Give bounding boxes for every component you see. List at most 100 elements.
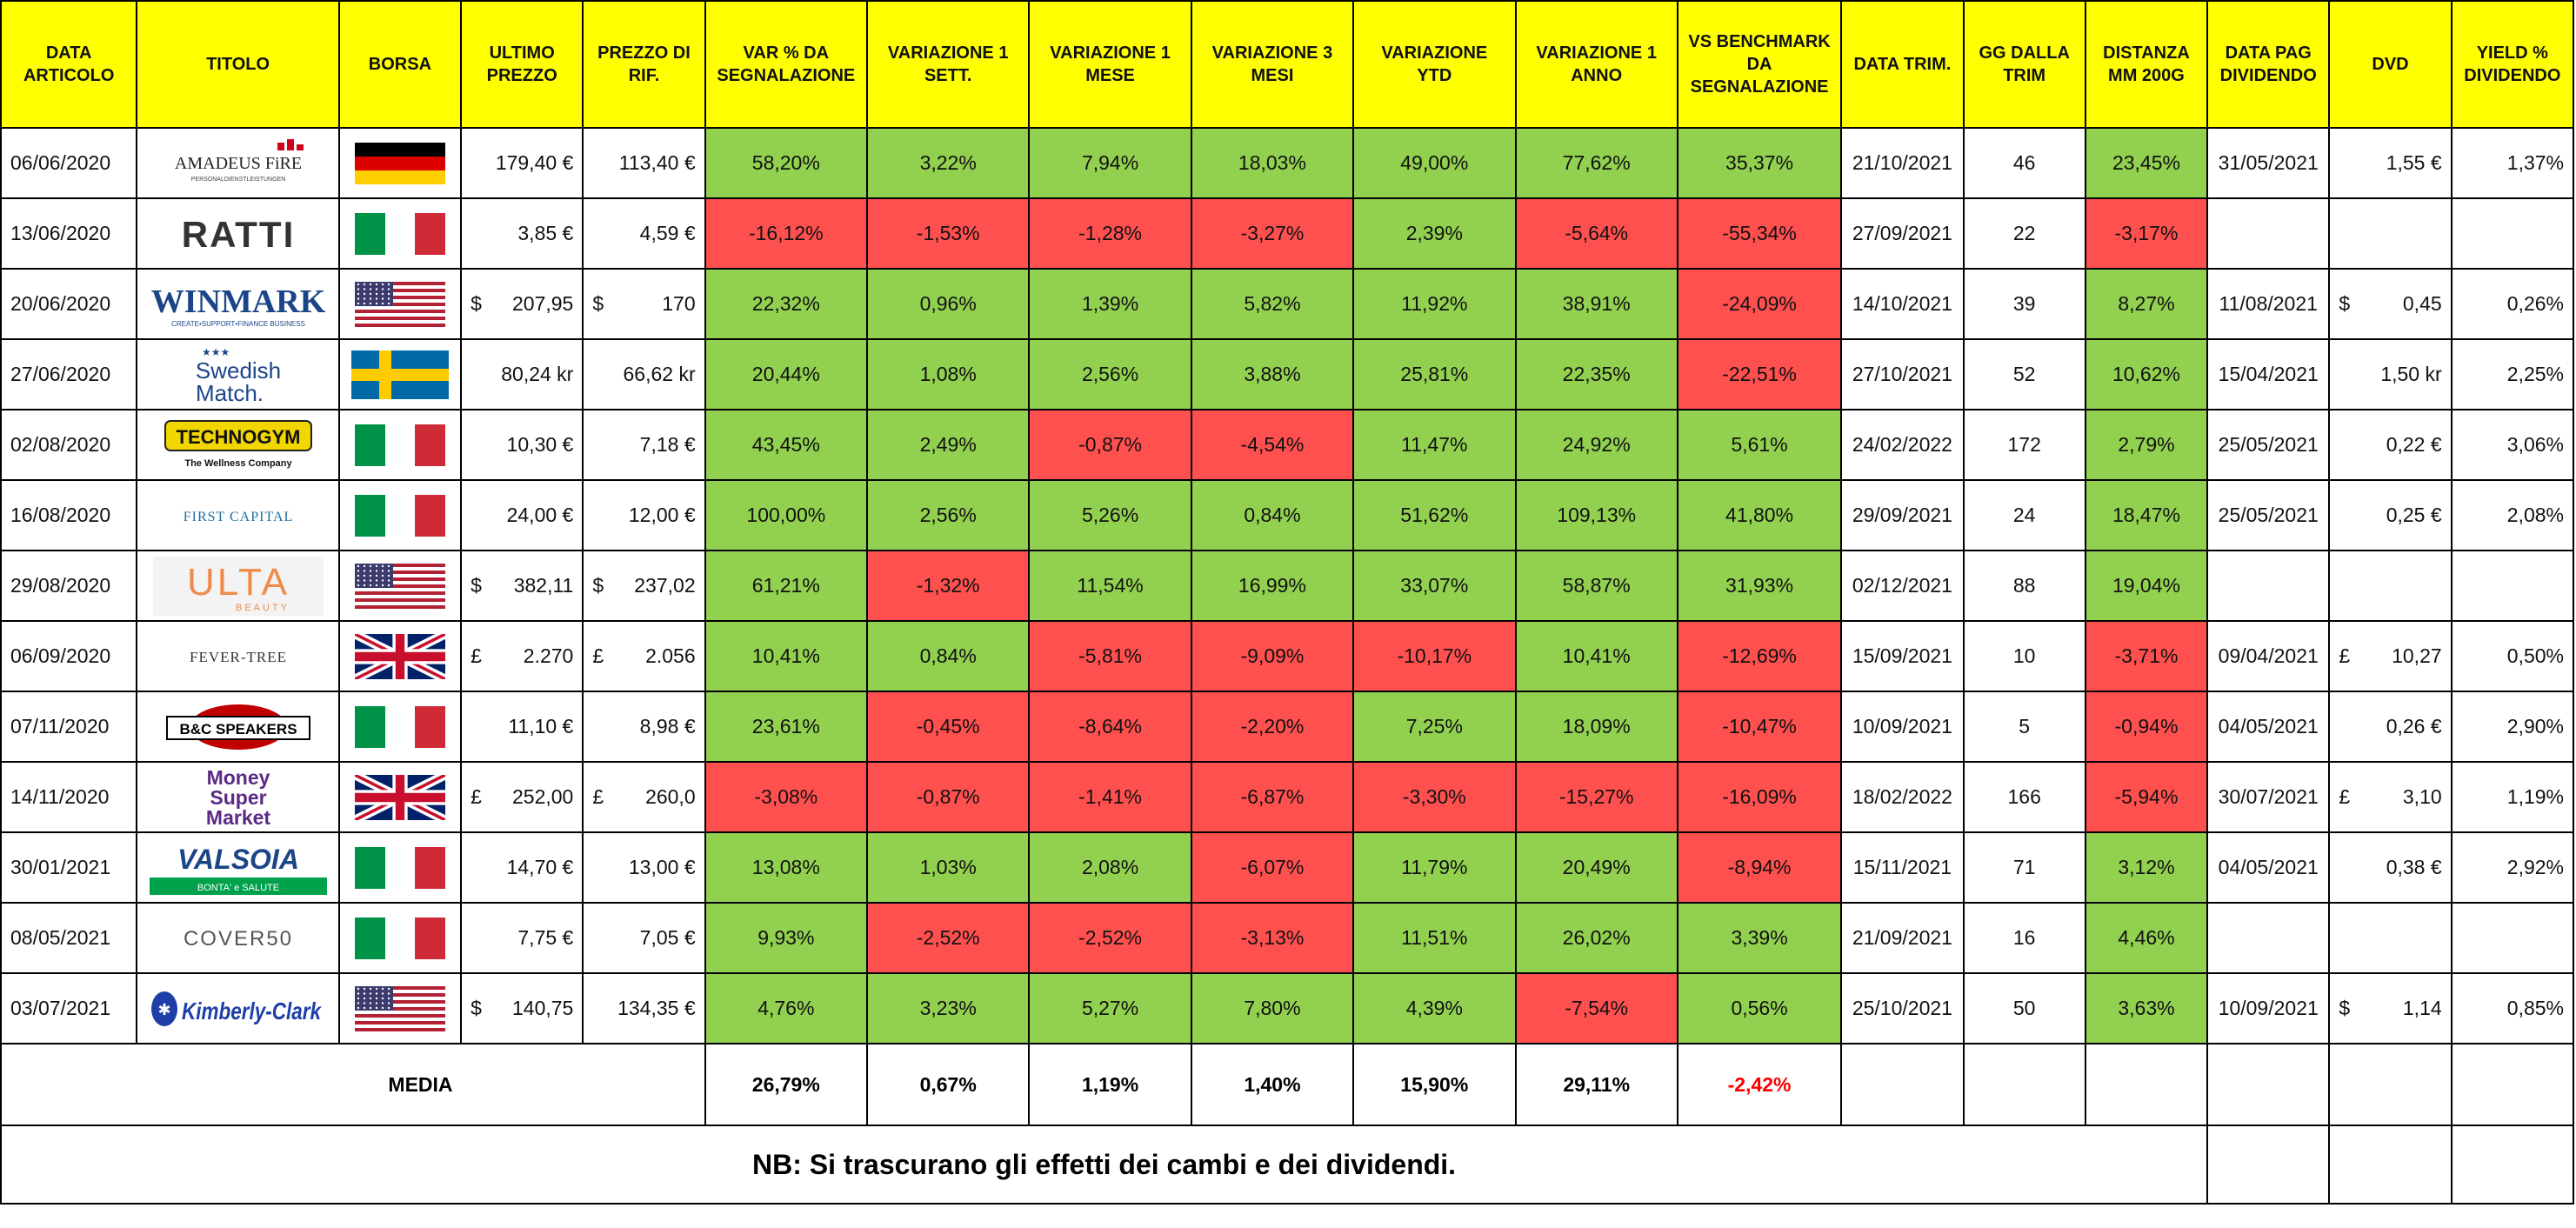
var-since-signal: 9,93% <box>704 902 869 974</box>
header-ref-price: PREZZO DI RIF. <box>582 0 706 129</box>
change-3m: -9,09% <box>1190 620 1355 692</box>
currency-symbol: £ <box>2339 644 2351 667</box>
var-since-signal: 13,08% <box>704 831 869 904</box>
technogym-logo: TECHNOGYM The Wellness Company <box>146 417 329 473</box>
quarter-date: 21/09/2021 <box>1840 902 1965 974</box>
change-ytd: 25,81% <box>1352 338 1517 410</box>
days-since-quarter: 50 <box>1962 972 2086 1044</box>
svg-text:B&C SPEAKERS: B&C SPEAKERS <box>179 721 297 737</box>
days-since-quarter: 71 <box>1962 831 2086 904</box>
dividend-date: 15/04/2021 <box>2206 338 2331 410</box>
ref-price: £2.056 <box>582 620 706 692</box>
media-empty-cell <box>2328 1043 2453 1126</box>
quarter-date: 27/10/2021 <box>1840 338 1965 410</box>
dividend-date: 11/08/2021 <box>2206 268 2331 340</box>
quarter-date: 02/12/2021 <box>1840 550 1965 622</box>
ref-price-wrap: £2.056 <box>592 644 695 668</box>
amount: 10,27 <box>2392 644 2442 667</box>
quarter-date: 18/02/2022 <box>1840 761 1965 833</box>
italy-flag <box>349 705 451 748</box>
quarter-date: 25/10/2021 <box>1840 972 1965 1044</box>
table-row: 27/06/2020 ★★★ Swedish Match. 80,24 kr 66,62 … <box>0 338 2575 410</box>
vs-benchmark: 35,37% <box>1676 127 1843 199</box>
currency-symbol: £ <box>470 785 482 808</box>
dividend-yield: 0,50% <box>2450 620 2575 692</box>
amount: 170 <box>662 292 696 315</box>
quarter-date: 27/09/2021 <box>1840 197 1965 270</box>
currency-symbol: £ <box>592 644 604 667</box>
exchange-cell <box>337 761 463 833</box>
italy-flag <box>349 424 451 466</box>
change-1m: 7,94% <box>1028 127 1192 199</box>
vs-benchmark: -8,94% <box>1676 831 1843 904</box>
header-yield: YIELD % DIVIDENDO <box>2450 0 2575 129</box>
change-1m: 2,56% <box>1028 338 1192 410</box>
change-3m: 0,84% <box>1190 479 1355 551</box>
ref-price: 66,62 kr <box>582 338 706 410</box>
amount: 382,11 <box>513 574 574 597</box>
exchange-cell <box>337 902 463 974</box>
last-price: 7,75 € <box>460 902 584 974</box>
quarter-date: 24/02/2022 <box>1840 409 1965 481</box>
change-1w: 2,56% <box>865 479 1031 551</box>
mm200-distance: -0,94% <box>2084 691 2209 763</box>
vs-benchmark: -10,47% <box>1676 691 1843 763</box>
dividend-date: 25/05/2021 <box>2206 409 2331 481</box>
days-since-quarter: 52 <box>1962 338 2086 410</box>
company-logo-cell: ULTA BEAUTY <box>136 550 340 622</box>
last-price: $207,95 <box>460 268 584 340</box>
svg-text:RATTI: RATTI <box>181 214 295 255</box>
last-price: 3,85 € <box>460 197 584 270</box>
currency-symbol: $ <box>470 574 482 597</box>
dividend-amount: £10,27 <box>2328 620 2453 692</box>
dividend-amount <box>2328 902 2453 974</box>
amount: 1,14 <box>2402 997 2442 1019</box>
days-since-quarter: 172 <box>1962 409 2086 481</box>
fever-tree-logo: FEVER-TREE <box>146 639 329 674</box>
ref-price-wrap: $170 <box>592 292 695 316</box>
change-1y: 20,49% <box>1514 831 1678 904</box>
var-since-signal: 58,20% <box>704 127 869 199</box>
days-since-quarter: 5 <box>1962 691 2086 763</box>
ulta-beauty-logo: ULTA BEAUTY <box>146 555 329 617</box>
dividend-yield: 2,25% <box>2450 338 2575 410</box>
table-row: 29/08/2020 ULTA BEAUTY $382,11 $237,02 61,21%… <box>0 550 2575 622</box>
mm200-distance: -5,94% <box>2084 761 2209 833</box>
change-1m: -0,87% <box>1028 409 1192 481</box>
table-row: 20/06/2020 WINMARK CREATE•SUPPORT•FINANCE … <box>0 268 2575 340</box>
exchange-cell <box>337 127 463 199</box>
ref-price: 113,40 € <box>582 127 706 199</box>
change-1w: 2,49% <box>865 409 1031 481</box>
last-price-wrap: $207,95 <box>470 292 573 316</box>
header-dividend-date: DATA PAG DIVIDENDO <box>2206 0 2331 129</box>
change-1w: 3,22% <box>865 127 1031 199</box>
days-since-quarter: 88 <box>1962 550 2086 622</box>
header-vs-benchmark: VS BENCHMARK DA SEGNALAZIONE <box>1676 0 1843 129</box>
svg-text:Match.: Match. <box>196 380 264 406</box>
article-date: 30/01/2021 <box>0 831 138 904</box>
media-change-3m: 1,40% <box>1190 1043 1355 1126</box>
change-1y: -15,27% <box>1514 761 1678 833</box>
dividend-amount-wrap: $0,45 <box>2339 292 2441 316</box>
svg-text:The Wellness Company: The Wellness Company <box>184 458 292 469</box>
germany-flag <box>349 142 451 184</box>
media-empty-cell <box>2206 1043 2331 1126</box>
media-row: MEDIA 26,79% 0,67% 1,19% 1,40% 15,90% 29… <box>0 1043 2575 1126</box>
mm200-distance: 8,27% <box>2084 268 2209 340</box>
amount: 0,45 <box>2402 292 2442 315</box>
table-row: 16/08/2020 FIRST CAPITAL 24,00 €12,00 €100… <box>0 479 2575 551</box>
var-since-signal: 4,76% <box>704 972 869 1044</box>
change-ytd: -3,30% <box>1352 761 1517 833</box>
change-3m: -3,13% <box>1190 902 1355 974</box>
italy-flag <box>349 494 451 537</box>
dividend-yield: 2,90% <box>2450 691 2575 763</box>
header-change-1y: VARIAZIONE 1 ANNO <box>1514 0 1678 129</box>
header-var-since: VAR % DA SEGNALAZIONE <box>704 0 869 129</box>
article-date: 07/11/2020 <box>0 691 138 763</box>
mm200-distance: -3,71% <box>2084 620 2209 692</box>
svg-text:★★★: ★★★ <box>202 346 230 358</box>
dividend-yield <box>2450 550 2575 622</box>
kimberly-clark-logo: ✱ Kimberly-Clark <box>146 980 329 1038</box>
change-3m: -4,54% <box>1190 409 1355 481</box>
var-since-signal: -16,12% <box>704 197 869 270</box>
